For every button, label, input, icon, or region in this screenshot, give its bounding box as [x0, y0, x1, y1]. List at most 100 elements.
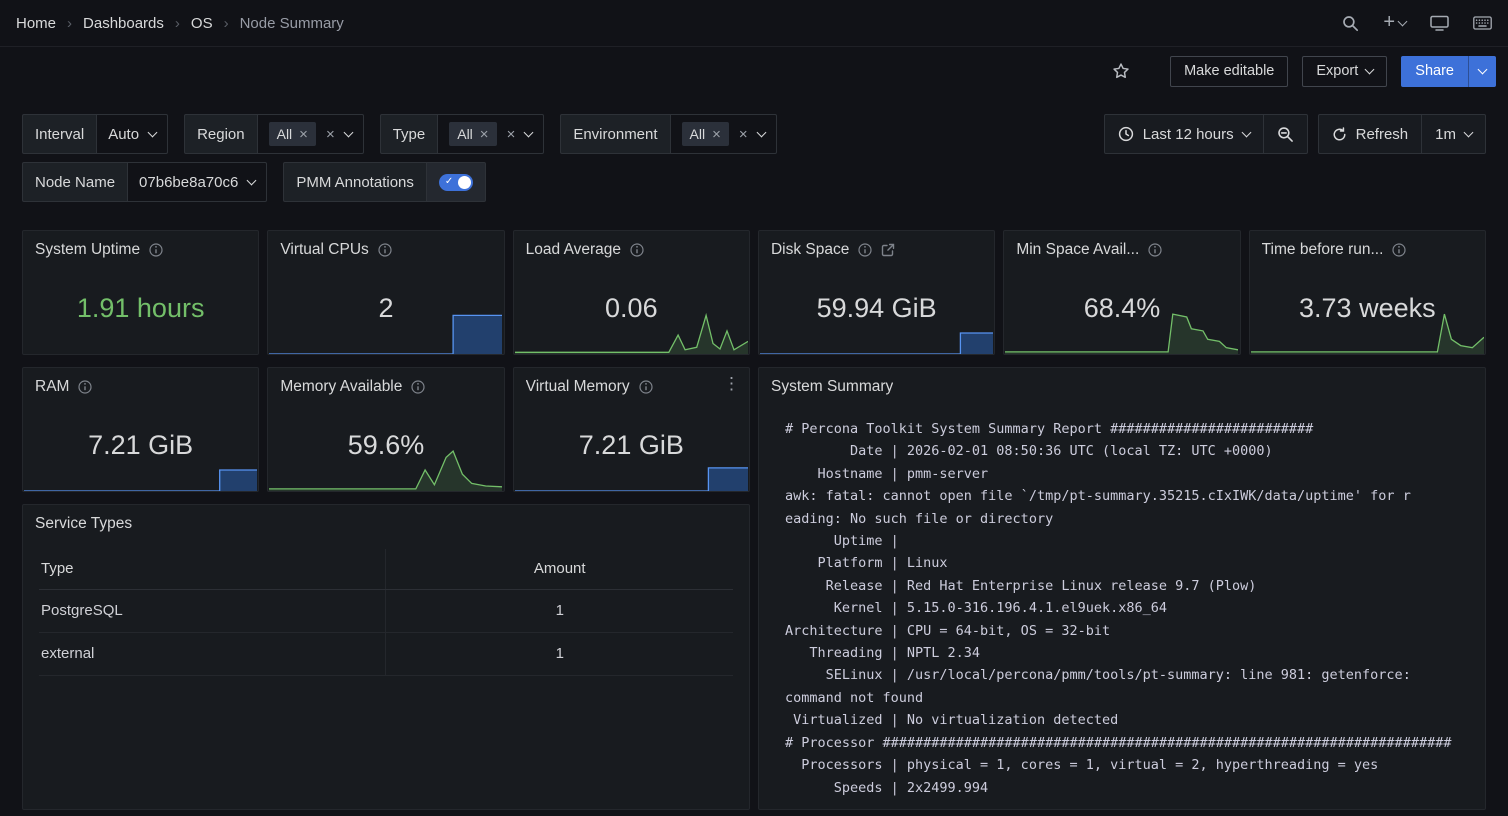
- panel-memory-available: Memory Available 59.6%: [267, 367, 505, 492]
- info-icon[interactable]: [78, 380, 93, 394]
- star-icon[interactable]: [1112, 62, 1130, 80]
- time-range-picker[interactable]: Last 12 hours: [1103, 114, 1264, 154]
- interval-value: Auto: [108, 125, 140, 143]
- environment-select[interactable]: All × ×: [669, 114, 777, 154]
- info-icon[interactable]: [630, 243, 644, 257]
- pmm-annotations-label: PMM Annotations: [283, 162, 426, 202]
- zoom-out-icon: [1277, 126, 1293, 142]
- add-new-button[interactable]: +: [1383, 12, 1408, 32]
- make-editable-button[interactable]: Make editable: [1170, 55, 1289, 87]
- clear-selection-icon[interactable]: ×: [325, 125, 335, 143]
- region-select[interactable]: All × ×: [256, 114, 364, 154]
- top-nav: Home › Dashboards › OS › Node Summary +: [0, 0, 1508, 47]
- keyboard-shortcuts-icon[interactable]: [1473, 16, 1492, 30]
- stat-value: 7.21 GiB: [578, 430, 684, 460]
- column-header-type[interactable]: Type: [39, 549, 387, 590]
- info-icon[interactable]: [858, 243, 872, 257]
- export-button-label: Export: [1316, 63, 1359, 79]
- panel-service-types: Service Types Type Amount PostgreSQL 1: [22, 504, 750, 810]
- panel-title: RAM: [35, 378, 70, 395]
- interval-variable: Interval Auto: [22, 114, 169, 154]
- chevron-down-icon: [147, 127, 158, 137]
- time-range-value: Last 12 hours: [1142, 125, 1234, 143]
- refresh-interval-select[interactable]: 1m: [1421, 114, 1486, 154]
- chevron-down-icon: [246, 175, 257, 185]
- cell-type: external: [39, 632, 387, 676]
- remove-chip-icon[interactable]: ×: [479, 125, 489, 143]
- share-options-button[interactable]: [1468, 55, 1496, 87]
- node-name-value: 07b6be8a70c6: [139, 173, 239, 191]
- panel-virtual-memory: Virtual Memory ⋮ 7.21 GiB: [512, 367, 750, 492]
- stat-value: 7.21 GiB: [88, 430, 194, 460]
- export-button[interactable]: Export: [1302, 55, 1388, 87]
- panel-system-uptime: System Uptime 1.91 hours: [22, 230, 260, 355]
- refresh-label: Refresh: [1355, 125, 1409, 143]
- search-icon[interactable]: [1342, 15, 1359, 32]
- breadcrumb-current-page: Node Summary: [239, 14, 344, 32]
- table-header-row: Type Amount: [39, 549, 733, 590]
- region-variable: Region All × ×: [184, 114, 364, 154]
- info-icon[interactable]: [378, 243, 392, 257]
- info-icon[interactable]: [149, 243, 163, 257]
- chevron-down-icon: [756, 127, 767, 137]
- breadcrumb-separator: ›: [67, 14, 73, 32]
- chevron-down-icon: [1397, 16, 1408, 26]
- info-icon[interactable]: [1148, 243, 1162, 257]
- stat-value: 59.94 GiB: [816, 293, 937, 323]
- chevron-down-icon: [1364, 64, 1375, 74]
- type-chip-label: All: [457, 126, 473, 142]
- node-name-label: Node Name: [22, 162, 128, 202]
- info-icon[interactable]: [1392, 243, 1407, 257]
- remove-chip-icon[interactable]: ×: [712, 125, 721, 143]
- info-icon[interactable]: [638, 380, 653, 394]
- info-icon[interactable]: [411, 380, 425, 394]
- interval-select[interactable]: Auto: [96, 114, 169, 154]
- region-chip-label: All: [276, 126, 293, 142]
- panel-grid: System Uptime 1.91 hours Virtual CPUs 2 …: [22, 230, 1486, 810]
- table-row: external 1: [39, 632, 733, 676]
- panel-title: Disk Space: [770, 241, 850, 258]
- pmm-annotations-toggle[interactable]: ✓: [425, 162, 486, 202]
- remove-chip-icon[interactable]: ×: [299, 125, 308, 143]
- breadcrumb-dashboards[interactable]: Dashboards: [83, 14, 164, 32]
- environment-chip-label: All: [689, 126, 706, 142]
- top-nav-actions: +: [1342, 12, 1492, 32]
- clear-selection-icon[interactable]: ×: [738, 125, 748, 143]
- cell-type: PostgreSQL: [39, 589, 387, 633]
- breadcrumb-home[interactable]: Home: [16, 14, 57, 32]
- type-select[interactable]: All × ×: [437, 114, 545, 154]
- filter-row-1: Interval Auto Region All × × Type All: [22, 114, 1486, 154]
- toggle-switch: ✓: [438, 173, 473, 191]
- panel-ram: RAM 7.21 GiB: [22, 367, 260, 492]
- stat-value: 68.4%: [1083, 293, 1161, 323]
- refresh-interval-value: 1m: [1435, 125, 1456, 143]
- check-icon: ✓: [444, 176, 454, 187]
- table-row: PostgreSQL 1: [39, 589, 733, 633]
- panel-title: Virtual CPUs: [280, 241, 369, 258]
- environment-chip: All ×: [681, 122, 729, 146]
- external-link-icon[interactable]: [881, 243, 895, 257]
- chevron-down-icon: [1241, 127, 1252, 137]
- interval-label: Interval: [22, 114, 97, 154]
- zoom-out-button[interactable]: [1262, 114, 1308, 154]
- stat-value: 59.6%: [347, 430, 425, 460]
- tv-mode-icon[interactable]: [1430, 15, 1449, 31]
- panel-system-summary: System Summary # Percona Toolkit System …: [757, 367, 1486, 810]
- breadcrumb-os[interactable]: OS: [190, 14, 213, 32]
- panel-title: Service Types: [35, 515, 133, 532]
- clear-selection-icon[interactable]: ×: [506, 125, 516, 143]
- refresh-button[interactable]: Refresh: [1317, 114, 1423, 154]
- environment-variable: Environment All × ×: [560, 114, 777, 154]
- column-header-amount[interactable]: Amount: [385, 549, 733, 590]
- panel-menu-kebab-icon[interactable]: ⋮: [722, 374, 740, 393]
- refresh-group: Refresh 1m: [1317, 114, 1486, 154]
- cell-amount: 1: [385, 632, 733, 676]
- filter-row-2: Node Name 07b6be8a70c6 PMM Annotations ✓: [22, 162, 1486, 202]
- service-types-table-wrapper: Type Amount PostgreSQL 1 external 1: [23, 533, 749, 676]
- share-button[interactable]: Share: [1401, 55, 1468, 87]
- node-name-select[interactable]: 07b6be8a70c6: [127, 162, 268, 202]
- type-label: Type: [379, 114, 438, 154]
- breadcrumb: Home › Dashboards › OS › Node Summary: [16, 15, 344, 32]
- chevron-down-icon: [1477, 64, 1488, 74]
- time-range-group: Last 12 hours: [1103, 114, 1308, 154]
